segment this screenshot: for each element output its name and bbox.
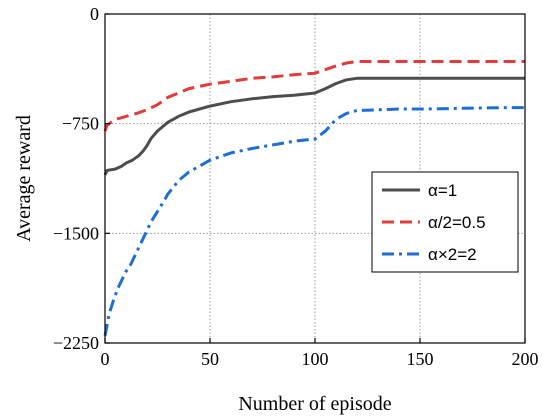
y-tick-label: 0	[90, 4, 99, 24]
legend-label-1: α/2=0.5	[428, 213, 486, 232]
legend: α=1 α/2=0.5 α×2=2	[371, 171, 519, 273]
y-axis-label: Average reward	[13, 115, 35, 242]
x-tick-label: 100	[302, 349, 329, 369]
x-tick-label: 0	[101, 349, 110, 369]
legend-label-2: α×2=2	[428, 245, 477, 264]
axis-ticks: 0 50 100 150 200 −2250 −1500 −750 0	[53, 4, 539, 369]
x-axis-label: Number of episode	[238, 393, 391, 415]
x-tick-label: 50	[201, 349, 219, 369]
grid	[105, 14, 525, 343]
legend-label-0: α=1	[428, 181, 457, 200]
y-tick-label: −1500	[53, 223, 99, 243]
x-tick-label: 150	[407, 349, 434, 369]
series-line-2	[103, 106, 525, 336]
series-line-0	[103, 76, 525, 176]
y-tick-label: −2250	[53, 333, 99, 353]
y-tick-label: −750	[62, 114, 99, 134]
series-layer	[103, 60, 525, 336]
x-tick-label: 200	[512, 349, 539, 369]
series-line-1	[103, 60, 525, 132]
